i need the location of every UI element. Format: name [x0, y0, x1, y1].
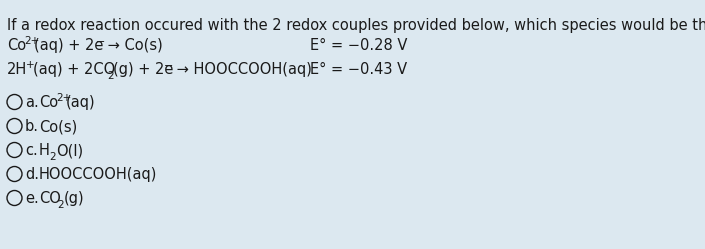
Text: −: − [96, 37, 105, 47]
Text: d.: d. [25, 167, 39, 182]
Text: −: − [164, 61, 173, 71]
Text: e.: e. [25, 191, 39, 206]
Text: (aq): (aq) [66, 95, 96, 110]
Text: a.: a. [25, 95, 39, 110]
Text: HOOCCOOH(aq): HOOCCOOH(aq) [39, 167, 157, 182]
Text: (g): (g) [64, 191, 85, 206]
Text: → Co(s): → Co(s) [103, 38, 163, 53]
Text: E° = −0.28 V: E° = −0.28 V [310, 38, 407, 53]
Text: 2+: 2+ [24, 36, 39, 46]
Text: O(l): O(l) [56, 143, 83, 158]
Text: E° = −0.43 V: E° = −0.43 V [310, 62, 407, 77]
Text: H: H [39, 143, 50, 158]
Text: Co: Co [39, 95, 58, 110]
Text: c.: c. [25, 143, 38, 158]
Text: 2H: 2H [7, 62, 27, 77]
Text: 2: 2 [107, 71, 114, 81]
Text: (aq) + 2e: (aq) + 2e [34, 38, 104, 53]
Text: (g) + 2e: (g) + 2e [113, 62, 173, 77]
Text: 2: 2 [57, 200, 63, 210]
Text: (aq) + 2CO: (aq) + 2CO [33, 62, 115, 77]
Text: +: + [26, 60, 35, 70]
Text: 2+: 2+ [56, 93, 71, 103]
Text: → HOOCCOOH(aq): → HOOCCOOH(aq) [172, 62, 312, 77]
Text: If a redox reaction occured with the 2 redox couples provided below, which speci: If a redox reaction occured with the 2 r… [7, 18, 705, 33]
Text: b.: b. [25, 119, 39, 134]
Text: Co(s): Co(s) [39, 119, 78, 134]
Text: CO: CO [39, 191, 61, 206]
Text: Co: Co [7, 38, 26, 53]
Text: 2: 2 [49, 152, 56, 162]
